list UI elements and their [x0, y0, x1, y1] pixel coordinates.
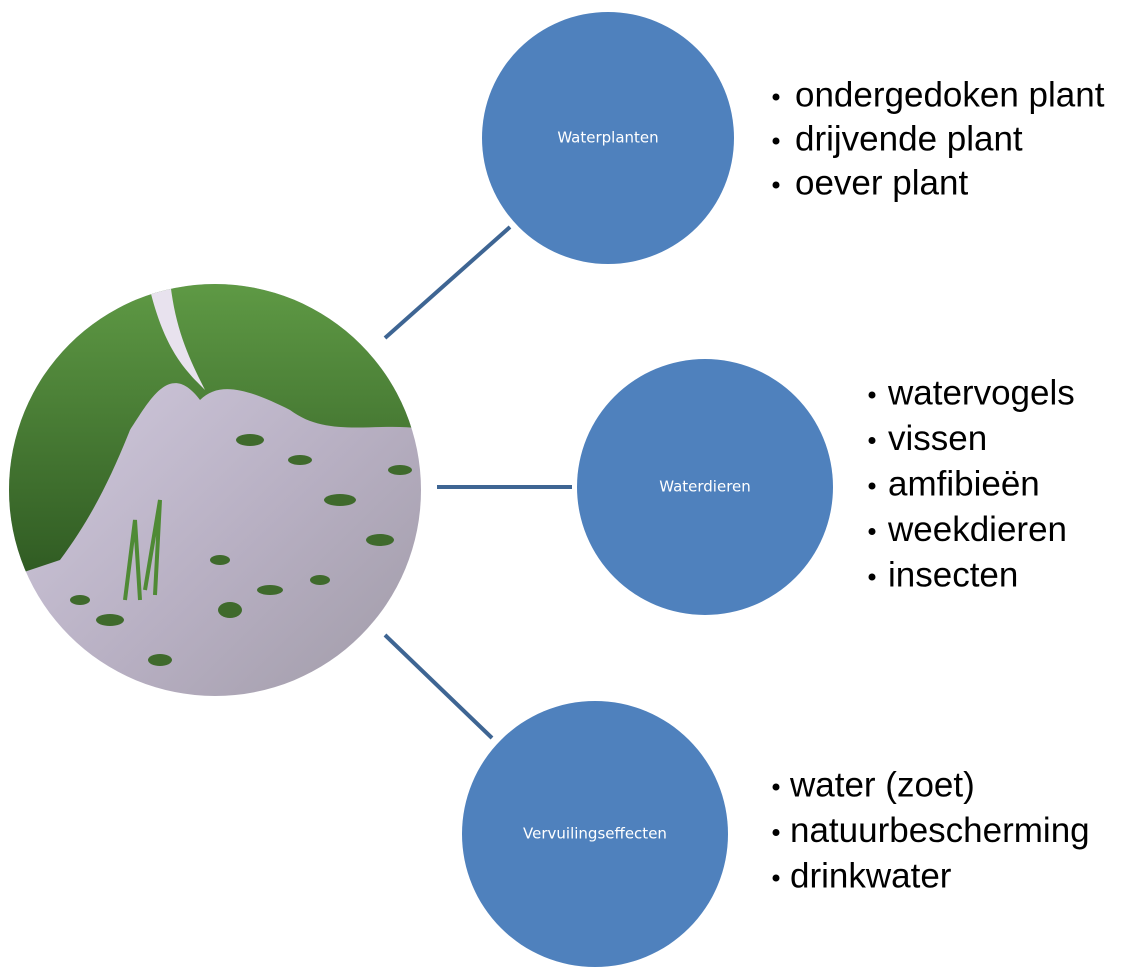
topic-label: Waterdieren	[659, 478, 751, 496]
list-item: vissen	[888, 419, 987, 458]
bullet	[869, 574, 876, 581]
bullet	[869, 483, 876, 490]
bullet	[773, 138, 780, 145]
bullet	[773, 829, 780, 836]
list-item: insecten	[888, 555, 1018, 594]
list-item: watervogels	[887, 373, 1075, 412]
nodes: Waterplanten ondergedoken plant drijvende …	[462, 12, 1105, 967]
list-item: amfibieën	[888, 464, 1040, 503]
bullet	[869, 437, 876, 444]
list-item: water (zoet)	[789, 765, 975, 804]
bullet	[773, 94, 780, 101]
list-item: ondergedoken plant	[795, 75, 1105, 114]
bullet	[869, 528, 876, 535]
list-item: oever plant	[795, 163, 968, 202]
topic-label: Waterplanten	[557, 129, 658, 147]
list-item: drijvende plant	[795, 119, 1023, 158]
bullet	[773, 182, 780, 189]
connector	[385, 635, 492, 738]
bullet	[773, 784, 780, 791]
list-item: drinkwater	[790, 856, 952, 895]
list-item: natuurbescherming	[790, 811, 1090, 850]
diagram: Waterplanten ondergedoken plant drijvende …	[0, 0, 1137, 967]
topic-label: Vervuilingseffecten	[523, 825, 667, 843]
photo	[0, 280, 430, 700]
bullet	[869, 392, 876, 399]
connector	[385, 227, 510, 338]
list-item: weekdieren	[887, 510, 1067, 549]
bullet	[773, 875, 780, 882]
